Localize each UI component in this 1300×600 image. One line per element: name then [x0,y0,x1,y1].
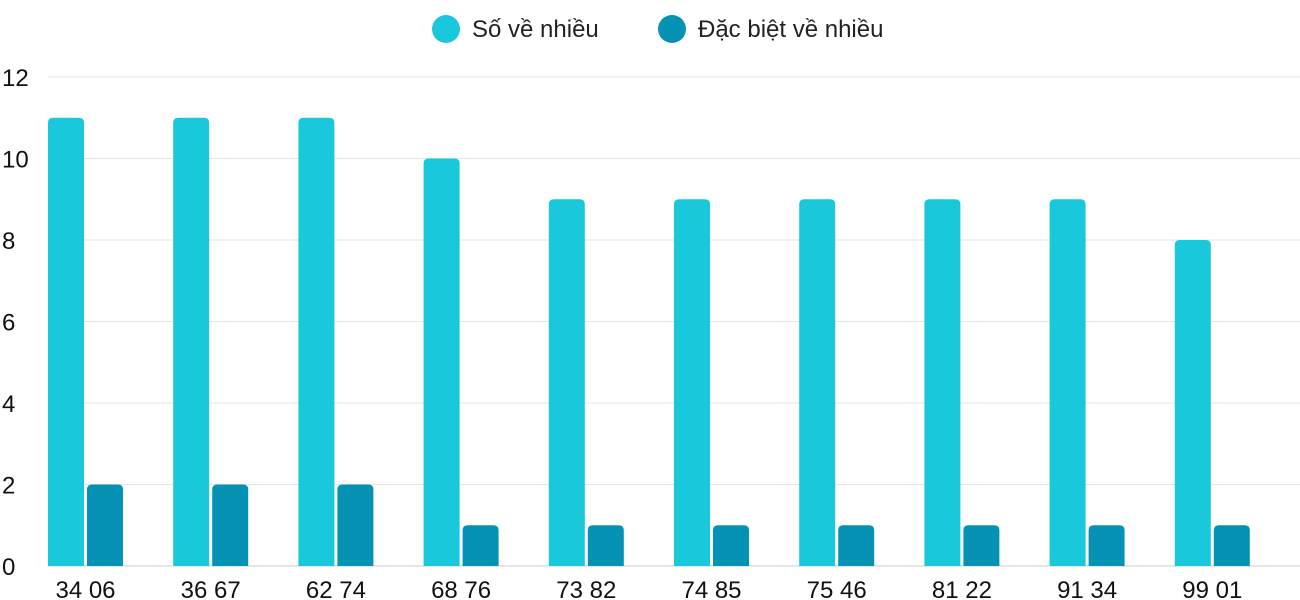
bar-so-ve-nhieu [799,199,836,566]
y-axis: 0 2 4 6 8 10 12 [2,65,29,581]
bar-so-ve-nhieu [423,158,460,566]
bar-so-ve-nhieu [1049,199,1086,566]
bars [48,117,1250,566]
legend-marker-so-ve-nhieu [432,15,460,43]
x-tick-label: 36 67 [181,577,241,600]
bar-dac-biet-ve-nhieu [337,484,374,566]
x-tick-label: 68 76 [431,577,491,600]
x-tick-label: 73 82 [556,577,616,600]
y-tick-label: 4 [2,391,15,418]
x-tick-label: 91 34 [1057,577,1117,600]
bar-dac-biet-ve-nhieu [462,525,499,566]
bar-dac-biet-ve-nhieu [1213,525,1250,566]
legend: Số về nhiều Đặc biệt về nhiều [432,15,883,43]
x-axis: 34 06 36 67 62 74 68 76 73 82 74 85 75 46 81 22… [55,577,1242,600]
x-tick-label: 99 01 [1182,577,1242,600]
legend-marker-dac-biet-ve-nhieu [658,15,686,43]
x-tick-label: 34 06 [55,577,115,600]
y-tick-label: 12 [2,65,29,92]
y-tick-label: 10 [2,147,29,174]
legend-label-dac-biet-ve-nhieu: Đặc biệt về nhiều [698,16,883,43]
x-tick-label: 75 46 [807,577,867,600]
y-tick-label: 0 [2,554,15,581]
bar-so-ve-nhieu [674,199,710,566]
bar-so-ve-nhieu [298,117,335,566]
x-tick-label: 62 74 [306,577,366,600]
bar-so-ve-nhieu [173,117,210,566]
bar-dac-biet-ve-nhieu [1088,525,1125,566]
y-tick-label: 2 [2,473,15,500]
bar-so-ve-nhieu [924,199,961,566]
y-tick-label: 8 [2,228,15,255]
bar-dac-biet-ve-nhieu [87,484,123,566]
x-tick-label: 81 22 [932,577,992,600]
bar-dac-biet-ve-nhieu [212,484,249,566]
bar-so-ve-nhieu [548,199,585,566]
bar-dac-biet-ve-nhieu [587,525,624,566]
x-tick-label: 74 85 [681,577,741,600]
legend-label-so-ve-nhieu: Số về nhiều [472,16,599,43]
bar-dac-biet-ve-nhieu [713,525,749,566]
bar-dac-biet-ve-nhieu [963,525,1000,566]
bar-so-ve-nhieu [1174,240,1211,566]
bar-dac-biet-ve-nhieu [838,525,875,566]
bar-so-ve-nhieu [48,117,84,566]
y-tick-label: 6 [2,310,15,337]
